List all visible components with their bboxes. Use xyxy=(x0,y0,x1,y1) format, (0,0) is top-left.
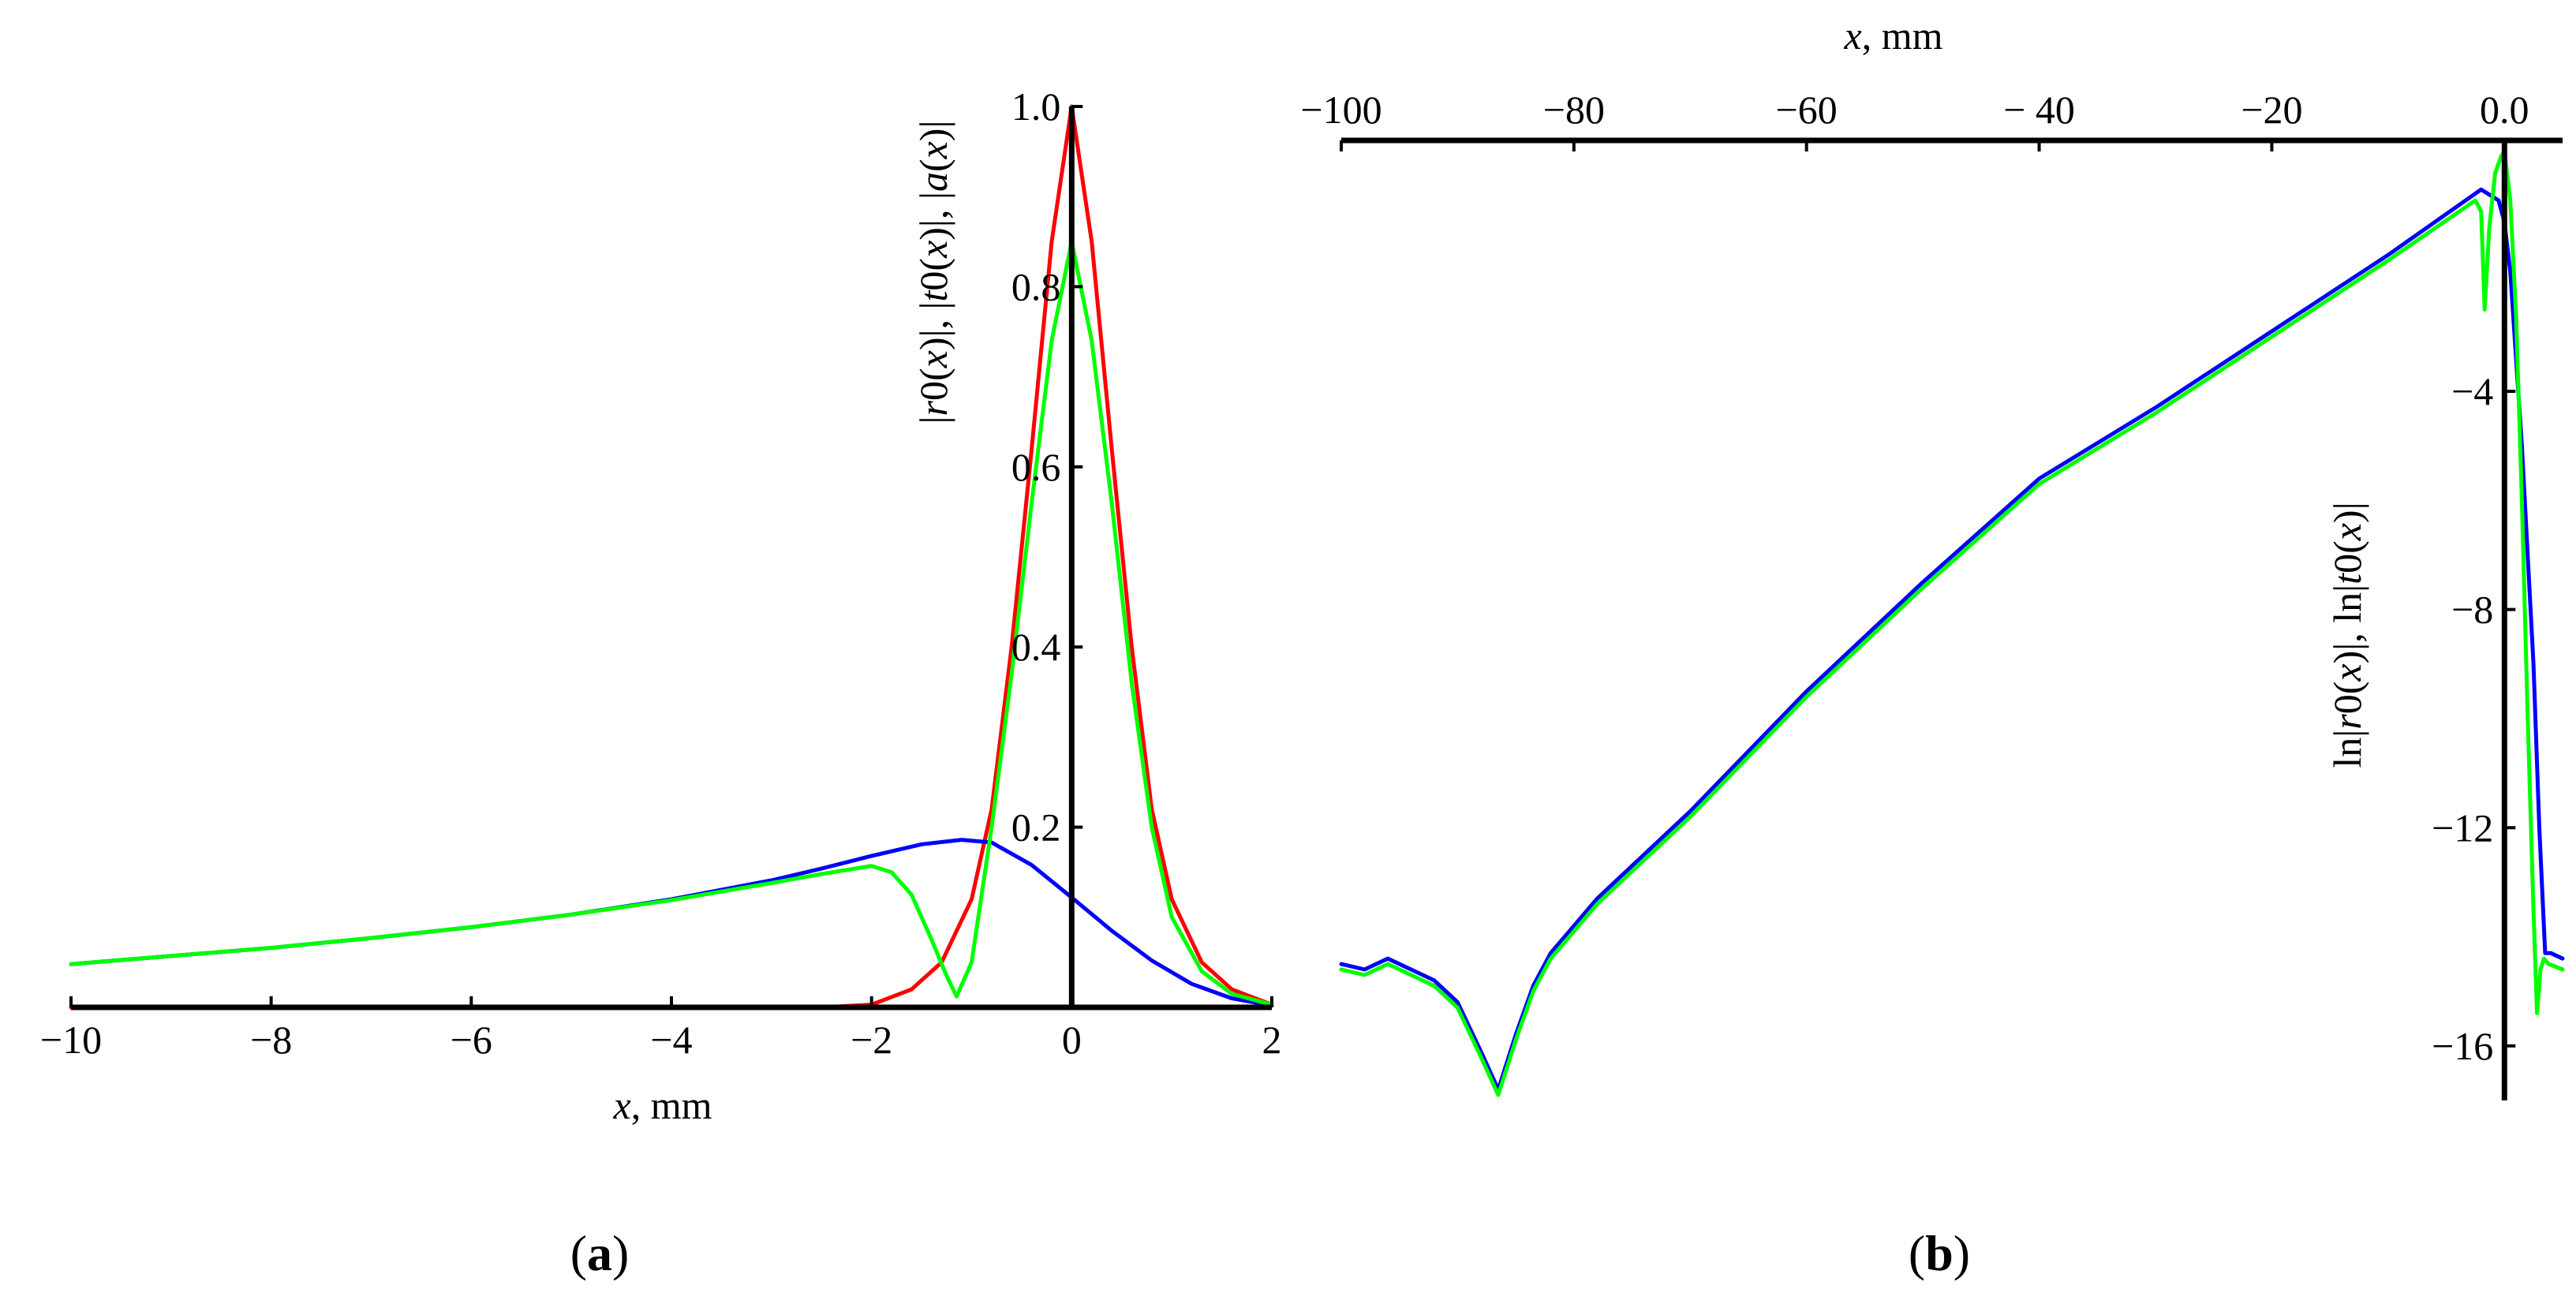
panel-b-y-axis-label: ln|r0(x)|, ln|t0(x)| xyxy=(2325,502,2369,768)
a-x-tick-label: −8 xyxy=(250,1018,292,1062)
b-x-tick-label: −20 xyxy=(2241,88,2302,132)
a-y-tick-label: 0.2 xyxy=(1011,805,1061,850)
panel-a-label: (a) xyxy=(570,1225,630,1281)
b-series-0-line xyxy=(1339,187,2565,1092)
b-y-tick-label: −12 xyxy=(2432,805,2493,850)
panel-a-series-layer xyxy=(69,104,1274,1010)
panel-a-y-axis-label: |r0(x)|, |t0(x)|, |a(x)| xyxy=(911,121,955,424)
a-x-tick-label: −4 xyxy=(650,1018,692,1062)
a-y-tick-label: 0.4 xyxy=(1011,625,1061,669)
panel-a-x-axis-label: x, mm xyxy=(613,1083,712,1127)
panel-a-y-ticks: 0.2 0.4 0.6 0.8 1.0 xyxy=(1011,84,1083,850)
a-y-tick-label: 0.6 xyxy=(1011,445,1061,489)
a-series-0-line xyxy=(69,104,1274,1010)
a-series-2-line xyxy=(69,239,1274,1007)
b-x-tick-label: −80 xyxy=(1543,88,1605,132)
panel-b-label: (b) xyxy=(1909,1225,1970,1281)
panel-b-x-ticks: −100 −80 −60 − 40 −20 0.0 xyxy=(1300,88,2529,151)
panel-b-series-layer xyxy=(1339,149,2565,1097)
b-x-tick-label: 0.0 xyxy=(2480,88,2529,132)
a-y-tick-label: 1.0 xyxy=(1011,84,1061,129)
b-y-tick-label: −16 xyxy=(2432,1024,2493,1068)
b-x-tick-label: −100 xyxy=(1300,88,1381,132)
b-y-tick-label: −8 xyxy=(2451,588,2493,632)
panel-b-y-ticks: −4 −8 −12 −16 xyxy=(2432,369,2516,1068)
b-series-1-line xyxy=(1339,149,2565,1097)
panel-b-x-axis-label: x, mm xyxy=(1844,13,1943,58)
b-x-tick-label: − 40 xyxy=(2003,88,2075,132)
a-x-tick-label: −6 xyxy=(451,1018,492,1062)
b-x-tick-label: −60 xyxy=(1776,88,1838,132)
a-x-tick-label: −2 xyxy=(851,1018,892,1062)
panel-a-x-ticks: −10 −8 −6 −4 −2 0 2 xyxy=(40,996,1282,1062)
a-x-tick-label: −10 xyxy=(40,1018,102,1062)
a-series-1-line xyxy=(69,838,1274,1008)
panel-a: −10 −8 −6 −4 −2 0 2 0.2 0.4 0.6 0.8 1.0 x, mm |r0(… xyxy=(40,84,1282,1281)
b-y-tick-label: −4 xyxy=(2451,369,2493,413)
a-x-tick-label: 0 xyxy=(1062,1018,1082,1062)
a-x-tick-label: 2 xyxy=(1262,1018,1282,1062)
a-y-tick-label: 0.8 xyxy=(1011,264,1061,308)
panel-b: −100 −80 −60 − 40 −20 0.0 −4 −8 −12 −16 x, mm ln… xyxy=(1300,13,2565,1281)
